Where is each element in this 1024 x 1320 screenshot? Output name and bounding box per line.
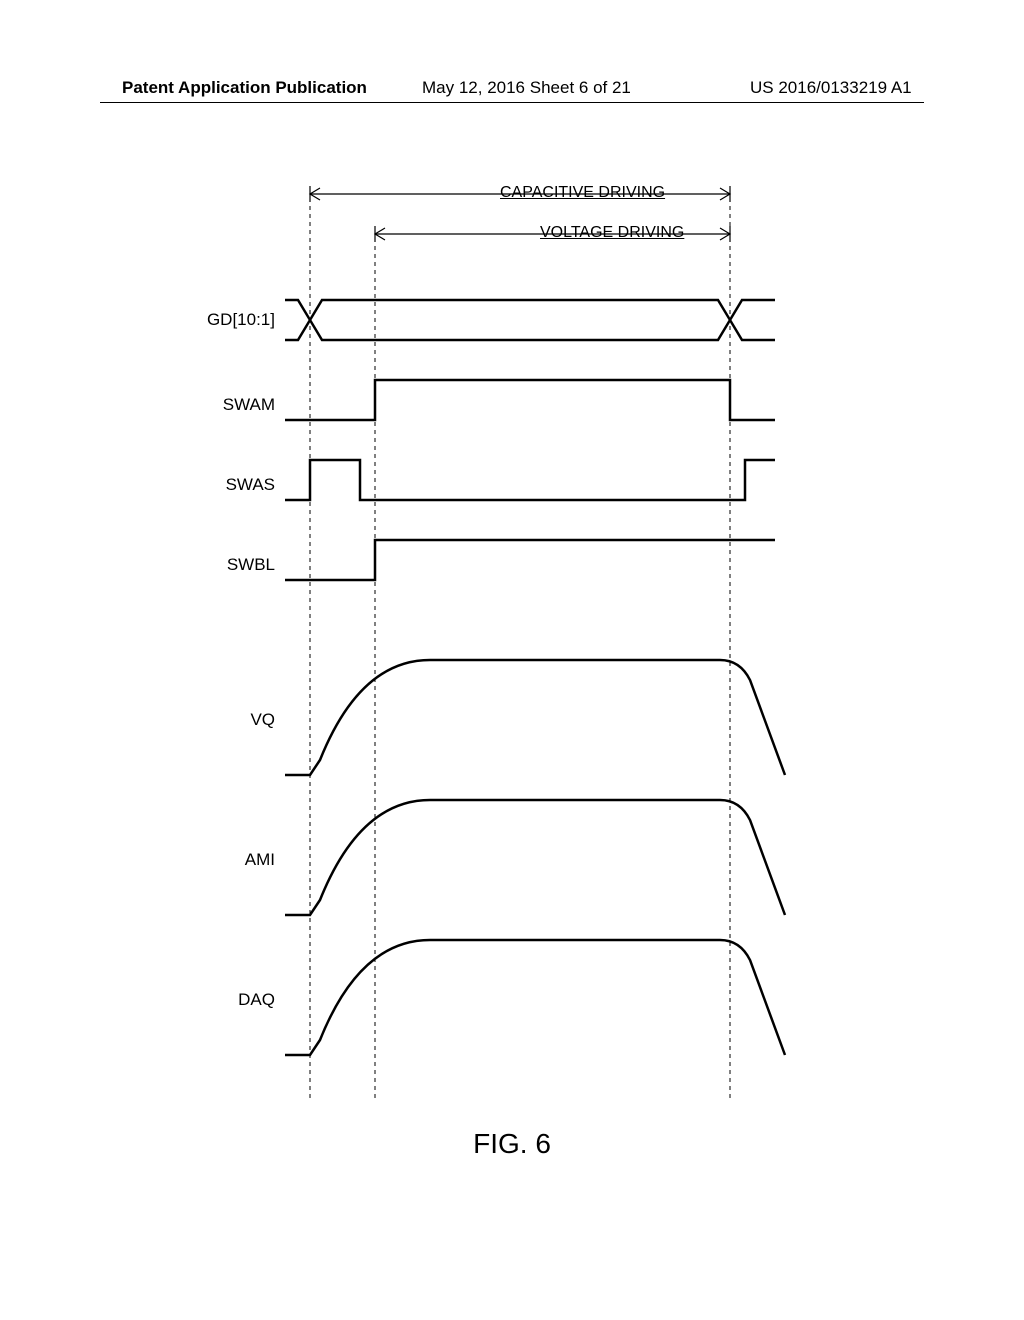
- signal-ami: [285, 800, 785, 915]
- figure-caption: FIG. 6: [0, 1128, 1024, 1160]
- signal-swam: [285, 380, 775, 420]
- signal-gd: [285, 300, 775, 340]
- header-date-sheet: May 12, 2016 Sheet 6 of 21: [422, 78, 631, 98]
- signal-swbl: [285, 540, 775, 580]
- timing-svg: [180, 180, 880, 1110]
- header-docket: US 2016/0133219 A1: [750, 78, 912, 98]
- signal-swas: [285, 460, 775, 500]
- page-header: Patent Application Publication May 12, 2…: [0, 78, 1024, 108]
- page: Patent Application Publication May 12, 2…: [0, 0, 1024, 1320]
- header-rule: [100, 102, 924, 103]
- voltage-span: [375, 226, 730, 242]
- timing-diagram: CAPACITIVE DRIVING VOLTAGE DRIVING GD[10…: [0, 180, 1024, 1110]
- signal-daq: [285, 940, 785, 1055]
- capacitive-span: [310, 186, 730, 202]
- signal-vq: [285, 660, 785, 775]
- header-publication: Patent Application Publication: [122, 78, 367, 98]
